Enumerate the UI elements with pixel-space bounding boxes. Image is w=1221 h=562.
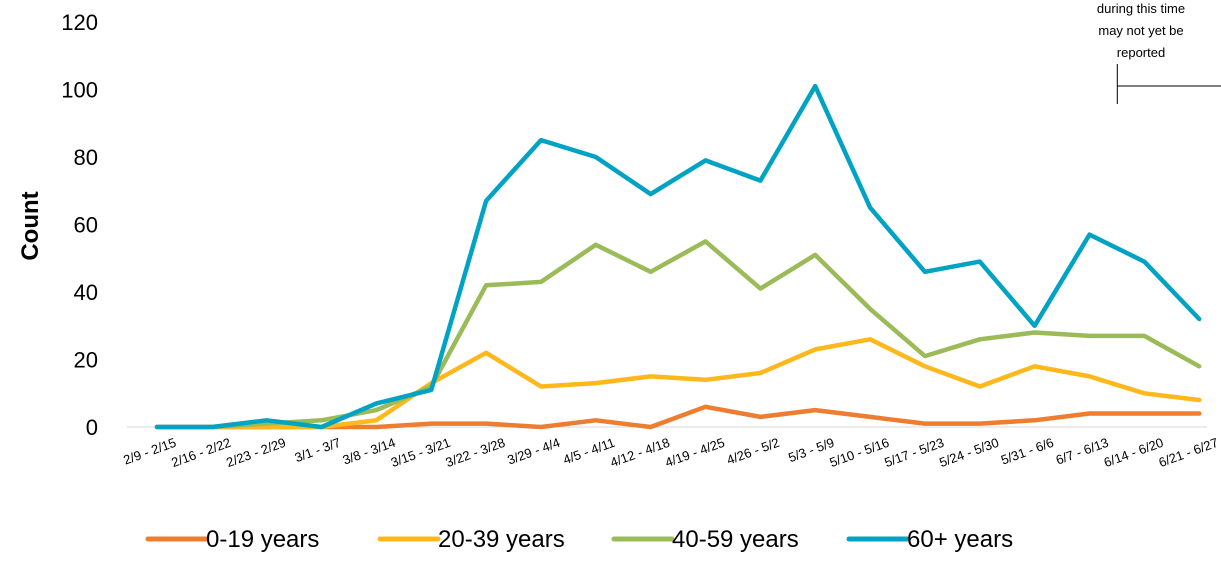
x-tick-label: 2/9 - 2/15: [121, 435, 178, 468]
y-tick-label: 60: [74, 213, 98, 238]
legend-label: 60+ years: [907, 526, 1013, 553]
legend-label: 0-19 years: [206, 526, 319, 553]
y-tick-label: 100: [61, 78, 98, 103]
x-tick-label: 4/19 - 4/25: [663, 435, 727, 470]
x-tick-label: 3/15 - 3/21: [389, 435, 453, 470]
annotation-text: may not yet be: [1098, 23, 1183, 38]
x-tick-label: 4/12 - 4/18: [608, 435, 672, 470]
x-tick-label: 3/29 - 4/4: [505, 435, 562, 468]
x-tick-labels: 2/9 - 2/152/16 - 2/222/23 - 2/29 3/1 - 3/…: [121, 435, 1220, 470]
x-tick-label: 6/14 - 6/20: [1102, 435, 1166, 470]
x-tick-label: 6/21 - 6/27: [1157, 435, 1221, 470]
x-tick-label: 5/10 - 5/16: [828, 435, 892, 470]
legend-label: 20-39 years: [438, 526, 565, 553]
annotation-text: reported: [1117, 45, 1165, 60]
legend-label: 40-59 years: [672, 526, 799, 553]
x-tick-label: 2/23 - 2/29: [224, 435, 288, 470]
y-axis-label-group: Count: [17, 191, 44, 260]
y-tick-label: 40: [74, 280, 98, 305]
annotation: during this time may not yet be reported: [1097, 1, 1221, 104]
x-tick-label: 4/26 - 5/2: [725, 435, 782, 468]
y-tick-label: 20: [74, 348, 98, 373]
x-tick-label: 6/7 - 6/13: [1054, 435, 1111, 468]
legend: 0-19 years 20-39 years 40-59 years 60+ year…: [145, 526, 1013, 553]
annotation-text: during this time: [1097, 1, 1185, 16]
legend-item: 0-19 years: [145, 526, 319, 553]
y-axis-label: Count: [17, 191, 44, 260]
x-tick-label: 3/22 - 3/28: [444, 435, 508, 470]
y-tick-label: 120: [61, 10, 98, 35]
x-tick-label: 5/31 - 6/6: [999, 435, 1056, 468]
legend-item: 20-39 years: [377, 526, 565, 553]
x-tick-label: 2/16 - 2/22: [169, 435, 233, 470]
legend-item: 40-59 years: [611, 526, 799, 553]
legend-item: 60+ years: [846, 526, 1013, 553]
series-line-60-years: [154, 83, 1202, 430]
series-layer: [154, 83, 1202, 430]
x-tick-label: 5/24 - 5/30: [937, 435, 1001, 470]
series-line-20-39-years: [154, 337, 1202, 430]
x-tick-label: 5/17 - 5/23: [882, 435, 946, 470]
x-tick-label: 4/5 - 4/11: [561, 435, 617, 468]
y-tick-labels: 0 20 40 60 80 100 120: [61, 10, 98, 440]
x-tick-label: 3/1 - 3/7: [293, 435, 343, 465]
y-tick-label: 80: [74, 145, 98, 170]
y-tick-label: 0: [86, 415, 98, 440]
series-line-40-59-years: [154, 239, 1202, 430]
x-tick-label: 3/8 - 3/14: [341, 435, 398, 468]
